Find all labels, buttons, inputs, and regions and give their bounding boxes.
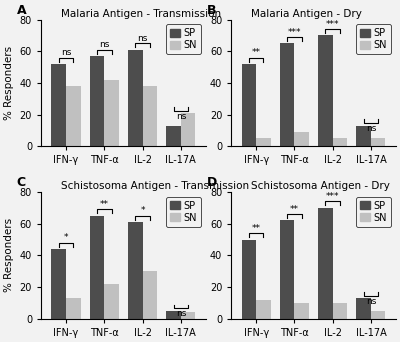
Bar	[128, 222, 142, 319]
Text: ns: ns	[61, 48, 71, 57]
Text: **: **	[252, 224, 261, 233]
Legend: SP, SN: SP, SN	[166, 197, 201, 226]
Bar	[128, 50, 142, 146]
Text: ns: ns	[366, 297, 376, 306]
Text: B: B	[206, 4, 216, 17]
Bar	[90, 56, 104, 146]
Bar	[181, 113, 195, 146]
Text: ***: ***	[326, 192, 340, 201]
Bar	[256, 139, 271, 146]
Text: Malaria Antigen - Transmission: Malaria Antigen - Transmission	[61, 9, 221, 19]
Text: **: **	[100, 200, 109, 209]
Text: Schistosoma Antigen - Dry: Schistosoma Antigen - Dry	[251, 181, 390, 191]
Bar	[104, 80, 119, 146]
Bar	[181, 313, 195, 319]
Legend: SP, SN: SP, SN	[356, 197, 391, 226]
Bar	[52, 249, 66, 319]
Text: ns: ns	[176, 309, 186, 318]
Bar	[333, 139, 347, 146]
Bar	[371, 139, 386, 146]
Bar	[66, 86, 80, 146]
Bar	[294, 303, 309, 319]
Text: *: *	[140, 206, 145, 215]
Bar	[356, 298, 371, 319]
Y-axis label: % Responders: % Responders	[4, 218, 14, 292]
Bar	[318, 36, 333, 146]
Text: ns: ns	[137, 34, 148, 43]
Text: A: A	[16, 4, 26, 17]
Text: *: *	[64, 233, 68, 242]
Bar	[66, 298, 80, 319]
Bar	[52, 64, 66, 146]
Bar	[318, 208, 333, 319]
Bar	[371, 311, 386, 319]
Text: D: D	[206, 176, 217, 189]
Text: Malaria Antigen - Dry: Malaria Antigen - Dry	[251, 9, 362, 19]
Bar	[356, 126, 371, 146]
Text: **: **	[252, 48, 261, 57]
Bar	[256, 300, 271, 319]
Text: ***: ***	[288, 27, 301, 37]
Bar	[142, 271, 157, 319]
Text: ns: ns	[99, 40, 110, 49]
Text: Schistosoma Antigen - Transmission: Schistosoma Antigen - Transmission	[61, 181, 249, 191]
Bar	[166, 311, 181, 319]
Bar	[142, 86, 157, 146]
Bar	[280, 43, 294, 146]
Legend: SP, SN: SP, SN	[356, 24, 391, 54]
Bar	[242, 239, 256, 319]
Bar	[90, 216, 104, 319]
Text: ns: ns	[176, 111, 186, 120]
Bar	[333, 303, 347, 319]
Text: ***: ***	[326, 19, 340, 29]
Text: C: C	[16, 176, 26, 189]
Text: **: **	[290, 205, 299, 214]
Bar	[166, 126, 181, 146]
Bar	[242, 64, 256, 146]
Legend: SP, SN: SP, SN	[166, 24, 201, 54]
Bar	[280, 221, 294, 319]
Y-axis label: % Responders: % Responders	[4, 46, 14, 120]
Text: ns: ns	[366, 124, 376, 133]
Bar	[294, 132, 309, 146]
Bar	[104, 284, 119, 319]
